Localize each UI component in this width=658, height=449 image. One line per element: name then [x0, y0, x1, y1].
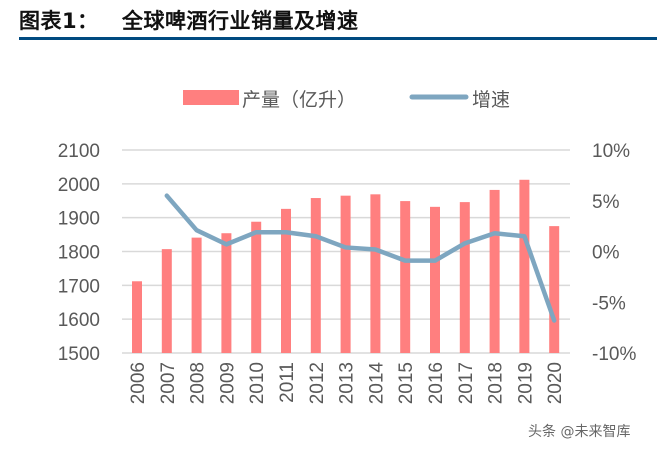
right-tick-label: 5% — [592, 192, 620, 213]
x-tick-label: 2012 — [307, 362, 328, 404]
bar-2017 — [459, 202, 470, 353]
x-tick-label: 2013 — [337, 362, 358, 404]
bar-2009 — [221, 233, 232, 353]
x-tick-label: 2011 — [277, 362, 298, 403]
left-tick-label: 1700 — [58, 276, 100, 297]
legend: 产量（亿升） 增速 — [183, 89, 510, 111]
bar-2015 — [400, 201, 411, 353]
right-tick-label: -5% — [592, 293, 626, 314]
bar-2019 — [519, 179, 530, 353]
x-tick-label: 2019 — [515, 362, 536, 404]
right-tick-label: 0% — [592, 243, 620, 264]
title-divider — [19, 37, 657, 40]
left-tick-label: 1800 — [58, 243, 100, 264]
x-tick-label: 2018 — [486, 362, 507, 404]
bar-2012 — [310, 198, 321, 353]
x-tick-label: 2006 — [128, 362, 149, 404]
growth-line — [164, 193, 557, 323]
bar-2016 — [430, 206, 440, 353]
right-axis-ticks: 10% 5% 0% -5% -10% — [592, 141, 636, 365]
x-tick-label: 2009 — [217, 362, 238, 404]
legend-label-production: 产量（亿升） — [242, 89, 356, 111]
right-tick-label: 10% — [592, 141, 630, 162]
left-tick-label: 2000 — [58, 175, 100, 196]
chart-title: 图表1： 全球啤酒行业销量及增速 — [19, 9, 359, 33]
x-tick-label: 2015 — [396, 362, 417, 404]
x-tick-label: 2020 — [545, 362, 566, 404]
x-axis-ticks: 2006 2007 2008 2009 2010 2011 2012 2013 2014 2015… — [128, 362, 566, 405]
x-tick-label: 2014 — [366, 362, 387, 405]
x-tick-label: 2007 — [158, 362, 179, 404]
left-tick-label: 2100 — [58, 141, 100, 162]
bar-2020 — [549, 226, 560, 353]
production-bars — [132, 179, 560, 353]
left-tick-label: 1500 — [58, 344, 100, 365]
x-tick-label: 2008 — [188, 362, 209, 404]
bar-2014 — [370, 194, 381, 353]
growth-line-series — [164, 193, 557, 323]
bar-2011 — [281, 208, 291, 353]
left-axis-ticks: 2100 2000 1900 1800 1700 1600 1500 — [58, 141, 100, 365]
bar-2007 — [161, 249, 172, 353]
bar-2013 — [340, 195, 351, 353]
x-tick-label: 2016 — [426, 362, 447, 404]
x-tick-label: 2010 — [247, 362, 268, 404]
bar-2010 — [251, 221, 262, 353]
bar-2006 — [132, 281, 142, 353]
left-tick-label: 1900 — [58, 209, 100, 230]
watermark: 头条 @未来智库 — [528, 424, 631, 440]
left-tick-label: 1600 — [58, 310, 100, 331]
legend-label-growth: 增速 — [472, 89, 510, 111]
bar-2008 — [191, 237, 202, 353]
legend-swatch-production — [183, 90, 239, 105]
x-tick-label: 2017 — [456, 362, 477, 404]
bar-2018 — [489, 189, 500, 353]
right-tick-label: -10% — [592, 344, 636, 365]
